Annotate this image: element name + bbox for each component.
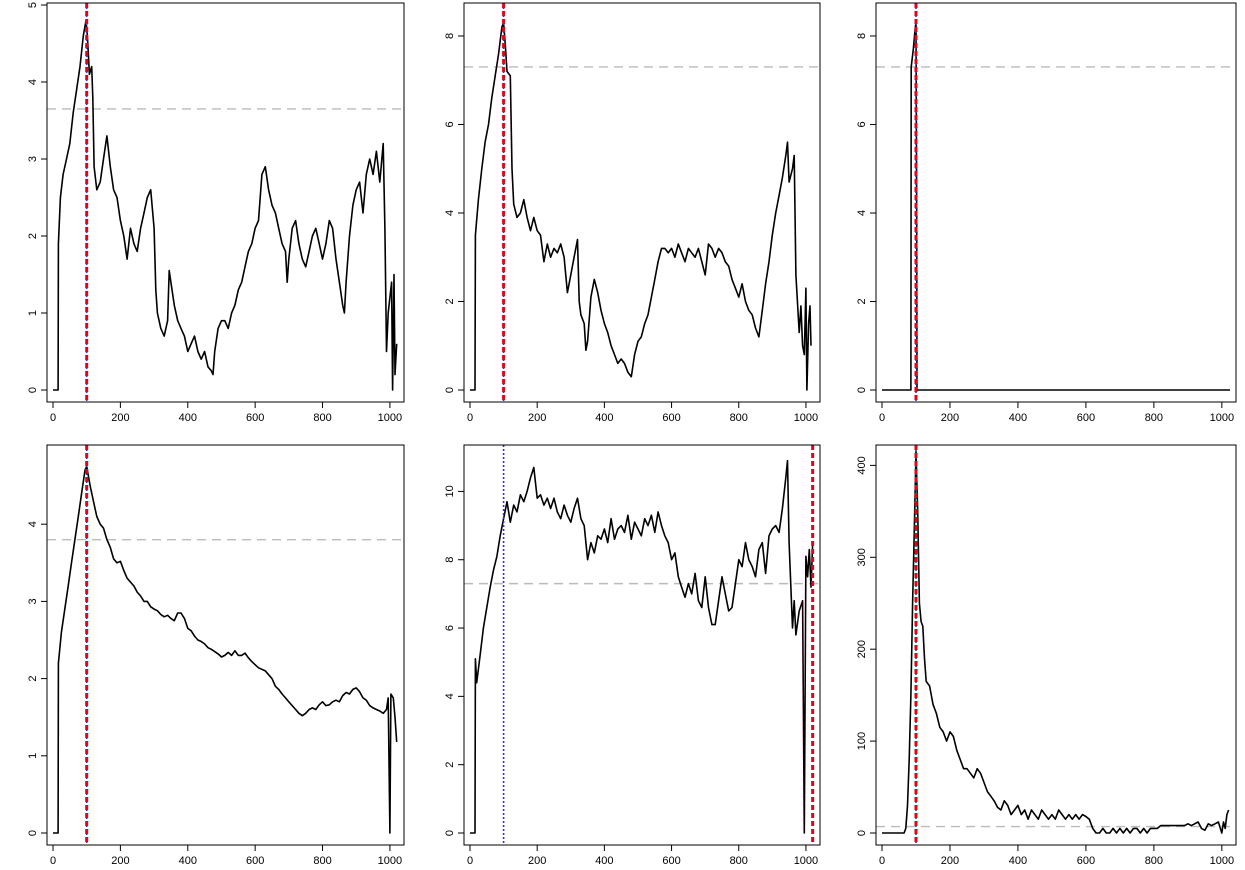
y-tick-label: 6 bbox=[856, 121, 868, 127]
y-tick-label: 0 bbox=[27, 830, 39, 836]
y-tick-label: 4 bbox=[856, 210, 868, 216]
y-tick-label: 6 bbox=[444, 625, 456, 631]
plot-frame bbox=[875, 2, 1237, 403]
y-tick-label: 4 bbox=[444, 693, 456, 699]
y-tick-label: 1 bbox=[27, 753, 39, 759]
x-tick-label: 1000 bbox=[378, 412, 402, 424]
series-line bbox=[53, 19, 398, 391]
plot-frame bbox=[875, 444, 1237, 846]
x-tick-label: 1000 bbox=[378, 855, 402, 867]
x-tick-label: 800 bbox=[730, 412, 748, 424]
x-tick-label: 600 bbox=[1077, 412, 1095, 424]
y-tick-label: 6 bbox=[444, 121, 456, 127]
y-tick-label: 2 bbox=[444, 762, 456, 768]
plot-frame bbox=[463, 444, 821, 846]
x-tick-label: 800 bbox=[730, 855, 748, 867]
x-tick-label: 600 bbox=[246, 412, 264, 424]
x-tick-label: 200 bbox=[111, 412, 129, 424]
x-tick-label: 1000 bbox=[1210, 855, 1234, 867]
x-tick-label: 400 bbox=[179, 412, 197, 424]
y-tick-label: 2 bbox=[444, 298, 456, 304]
x-tick-label: 800 bbox=[1145, 412, 1163, 424]
x-tick-label: 0 bbox=[879, 412, 885, 424]
series-line bbox=[882, 450, 1230, 834]
y-tick-label: 4 bbox=[27, 521, 39, 527]
x-tick-label: 600 bbox=[662, 855, 680, 867]
x-tick-label: 600 bbox=[662, 412, 680, 424]
chart-panel-1: 0 200 400 600 800 1000 0 1 2 3 4 5 bbox=[27, 2, 405, 424]
series-line bbox=[470, 459, 814, 834]
chart-panel-3: 0 200 400 600 800 1000 0 2 4 6 8 bbox=[856, 2, 1237, 424]
x-tick-label: 0 bbox=[467, 412, 473, 424]
y-tick-label: 0 bbox=[856, 830, 868, 836]
x-tick-label: 800 bbox=[313, 855, 331, 867]
y-tick-label: 200 bbox=[856, 640, 868, 658]
x-tick-label: 800 bbox=[1145, 855, 1163, 867]
y-tick-label: 3 bbox=[27, 598, 39, 604]
x-tick-label: 400 bbox=[179, 855, 197, 867]
y-tick-label: 400 bbox=[856, 456, 868, 474]
x-tick-label: 600 bbox=[246, 855, 264, 867]
chart-panel-2: 0 200 400 600 800 1000 0 2 4 6 8 bbox=[444, 2, 821, 424]
x-tick-label: 0 bbox=[879, 855, 885, 867]
x-tick-label: 600 bbox=[1077, 855, 1095, 867]
x-tick-label: 200 bbox=[111, 855, 129, 867]
x-tick-label: 1000 bbox=[794, 855, 818, 867]
chart-panel-5: 0 200 400 600 800 1000 0 2 4 6 8 10 bbox=[444, 444, 821, 867]
y-tick-label: 4 bbox=[444, 210, 456, 216]
y-tick-label: 2 bbox=[856, 298, 868, 304]
y-tick-label: 2 bbox=[27, 233, 39, 239]
y-tick-label: 5 bbox=[27, 2, 39, 8]
y-tick-label: 4 bbox=[27, 79, 39, 85]
y-tick-label: 10 bbox=[444, 485, 456, 497]
y-tick-label: 8 bbox=[444, 33, 456, 39]
x-tick-label: 1000 bbox=[1210, 412, 1234, 424]
x-tick-label: 200 bbox=[528, 855, 546, 867]
plot-frame bbox=[463, 2, 821, 403]
y-tick-label: 8 bbox=[856, 33, 868, 39]
x-tick-label: 200 bbox=[528, 412, 546, 424]
x-tick-label: 400 bbox=[1009, 412, 1027, 424]
x-tick-label: 0 bbox=[50, 855, 56, 867]
series-line bbox=[53, 465, 398, 834]
y-tick-label: 100 bbox=[856, 732, 868, 750]
series-line bbox=[470, 21, 812, 391]
y-tick-label: 0 bbox=[444, 387, 456, 393]
y-tick-label: 0 bbox=[856, 387, 868, 393]
x-tick-label: 0 bbox=[50, 412, 56, 424]
x-tick-label: 400 bbox=[1009, 855, 1027, 867]
y-tick-label: 300 bbox=[856, 548, 868, 566]
chart-panel-4: 0 200 400 600 800 1000 0 1 2 3 4 bbox=[27, 444, 405, 867]
x-tick-label: 1000 bbox=[794, 412, 818, 424]
y-tick-label: 2 bbox=[27, 676, 39, 682]
x-tick-label: 0 bbox=[467, 855, 473, 867]
x-tick-label: 200 bbox=[941, 412, 959, 424]
x-tick-label: 400 bbox=[595, 412, 613, 424]
x-tick-label: 800 bbox=[313, 412, 331, 424]
chart-panel-6: 0 200 400 600 800 1000 0 100 200 300 400 bbox=[856, 444, 1237, 867]
y-tick-label: 8 bbox=[444, 557, 456, 563]
series-line bbox=[882, 21, 1230, 391]
y-tick-label: 1 bbox=[27, 310, 39, 316]
y-tick-label: 0 bbox=[444, 830, 456, 836]
x-tick-label: 200 bbox=[941, 855, 959, 867]
y-tick-label: 3 bbox=[27, 156, 39, 162]
plot-frame bbox=[46, 444, 405, 846]
y-tick-label: 0 bbox=[27, 387, 39, 393]
x-tick-label: 400 bbox=[595, 855, 613, 867]
plot-frame bbox=[46, 2, 405, 403]
